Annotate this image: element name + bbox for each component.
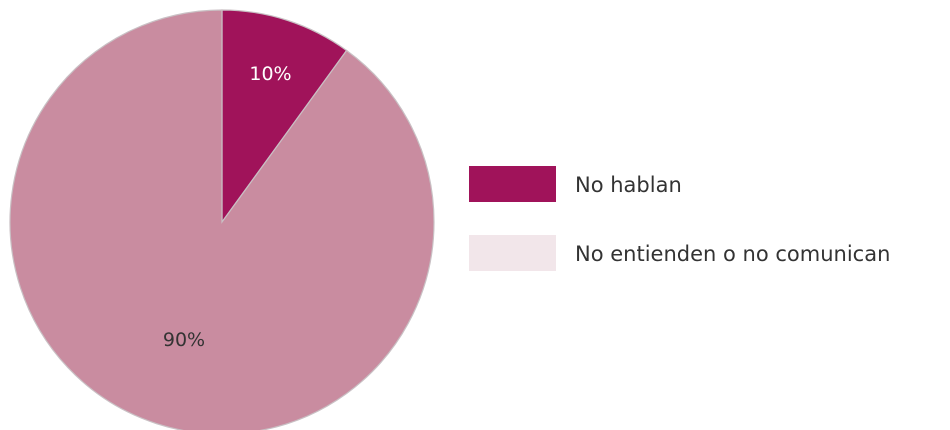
legend: No hablan No entienden o no comunican [469,166,890,271]
pie-slice-no-hablan [221,9,348,224]
legend-swatch-no-hablan [469,166,556,202]
legend-label-no-entienden: No entienden o no comunican [575,242,890,266]
legend-label-no-hablan: No hablan [575,173,682,197]
pie-label-no-entienden: 90% [163,329,205,351]
pie-label-no-hablan: 10% [249,63,291,85]
legend-swatch-no-entienden [469,235,556,271]
pie-slices [9,9,435,430]
pie-value-labels: 10% 90% [163,63,292,351]
pie-slice-no-entienden [9,9,435,430]
